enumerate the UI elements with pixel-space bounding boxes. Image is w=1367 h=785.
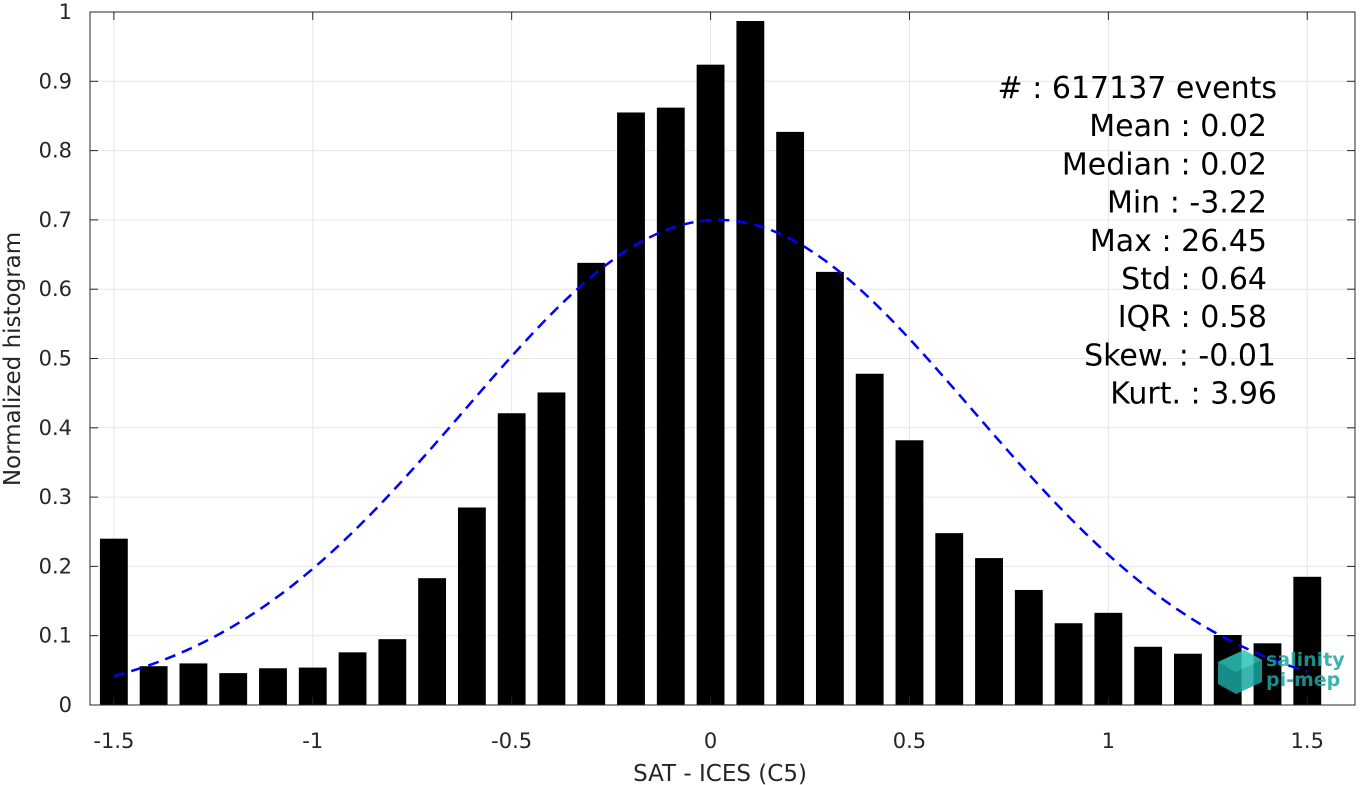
histogram-bar	[656, 107, 685, 705]
x-tick-label: 1	[1102, 729, 1115, 753]
histogram-bar	[1293, 576, 1322, 705]
histogram-bar	[418, 578, 447, 705]
histogram-bar	[497, 413, 526, 705]
x-tick-labels: -1.5 -1 -0.5 0 0.5 1 1.5	[93, 729, 1324, 753]
y-tick-label: 0.6	[39, 277, 72, 301]
y-tick-labels: 0 0.1 0.2 0.3 0.4 0.5 0.6 0.7 0.8 0.9 1	[39, 0, 72, 717]
logo-text-line1: salinity	[1266, 649, 1345, 671]
y-tick-label: 0.2	[39, 554, 72, 578]
x-tick-label: -0.5	[491, 729, 532, 753]
histogram-bar	[855, 373, 884, 705]
stat-line: # : 617137 events	[998, 71, 1277, 106]
y-tick-label: 0.5	[39, 347, 72, 371]
x-axis-label: SAT - ICES (C5)	[633, 761, 807, 785]
x-tick-label: 0.5	[893, 729, 926, 753]
histogram-bar	[935, 533, 964, 705]
stat-line: Min : -3.22	[1107, 186, 1267, 221]
histogram-bar	[1134, 646, 1163, 705]
histogram-bar	[1174, 653, 1202, 705]
histogram-bar	[1014, 589, 1043, 705]
stat-line: Kurt. : 3.96	[1110, 377, 1277, 412]
bars	[99, 21, 1322, 706]
x-tick-label: 0	[704, 729, 717, 753]
y-tick-label: 0.3	[39, 485, 72, 509]
x-tick-label: -1	[302, 729, 323, 753]
histogram-bar	[696, 64, 725, 706]
stat-line: Skew. : -0.01	[1084, 338, 1276, 373]
histogram-bar	[776, 131, 805, 705]
histogram-bar	[815, 271, 844, 705]
axes	[89, 11, 1356, 706]
y-tick-label: 0.7	[39, 208, 72, 232]
stat-line: Mean : 0.02	[1089, 109, 1267, 144]
histogram-bar	[1054, 623, 1083, 705]
histogram-bar	[457, 507, 486, 705]
logo-text-line2: pi-mep	[1266, 669, 1340, 691]
histogram-bar	[736, 21, 765, 706]
gaussian-fit-line	[113, 218, 1308, 678]
x-tick-label: -1.5	[93, 729, 134, 753]
y-tick-label: 0.4	[39, 416, 72, 440]
y-axis-label: Normalized histogram	[0, 232, 26, 486]
histogram-bar	[1094, 612, 1123, 705]
stat-line: IQR : 0.58	[1118, 300, 1267, 335]
histogram-bar	[617, 112, 645, 706]
histogram-bar	[577, 262, 606, 705]
stat-line: Max : 26.45	[1090, 224, 1267, 259]
x-tick-label: 1.5	[1291, 729, 1324, 753]
histogram-bar	[378, 639, 407, 705]
histogram-bar	[338, 652, 367, 705]
histogram-bar	[179, 663, 208, 705]
histogram-bar	[139, 666, 168, 705]
histogram-bar	[975, 558, 1003, 705]
y-tick-label: 0.9	[39, 69, 72, 93]
histogram-bar	[219, 673, 248, 705]
histogram-bar	[895, 440, 924, 705]
y-tick-label: 0.8	[39, 139, 72, 163]
stat-line: Median : 0.02	[1062, 147, 1267, 182]
gaussian-fit	[113, 218, 1308, 678]
y-tick-label: 0.1	[39, 624, 72, 648]
y-tick-label: 1	[59, 0, 72, 24]
histogram-bar	[259, 668, 287, 705]
stat-line: Std : 0.64	[1121, 262, 1267, 297]
y-tick-label: 0	[59, 693, 72, 717]
salinity-pimep-logo: salinity pi-mep	[1218, 649, 1345, 694]
logo-cube-top	[1218, 650, 1262, 672]
histogram-bar	[537, 392, 566, 705]
histogram-bar	[99, 538, 128, 705]
